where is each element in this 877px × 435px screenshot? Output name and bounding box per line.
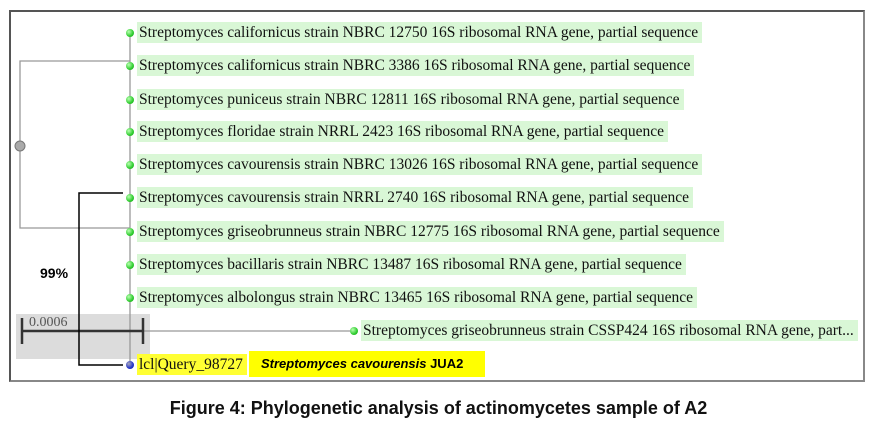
leaf-label[interactable]: Streptomyces griseobrunneus strain CSSP4… [361,320,858,341]
species-name: Streptomyces cavourensis [261,356,427,371]
query-node-icon [126,361,134,369]
scale-bar-box [16,314,150,359]
leaf-label[interactable]: Streptomyces griseobrunneus strain NBRC … [137,221,724,242]
leaf-node-icon [126,161,134,169]
scale-label: 0.0006 [29,315,68,330]
leaf-label[interactable]: Streptomyces albolongus strain NBRC 1346… [137,287,698,308]
leaf-label[interactable]: Streptomyces bacillaris strain NBRC 1348… [137,254,686,275]
leaf-label[interactable]: Streptomyces californicus strain NBRC 33… [137,55,695,76]
leaf-node-icon [126,29,134,37]
leaf-label[interactable]: Streptomyces californicus strain NBRC 12… [137,22,703,43]
leaf-label[interactable]: Streptomyces cavourensis strain NRRL 274… [137,187,694,208]
leaf-node-icon [126,62,134,70]
outer-clade-branch [19,60,130,229]
leaf-node-icon [126,294,134,302]
leaf-label[interactable]: Streptomyces puniceus strain NBRC 12811 … [137,89,684,110]
bootstrap-bracket [78,192,123,366]
leaf-node-icon [126,261,134,269]
figure-caption: Figure 4: Phylogenetic analysis of actin… [169,398,708,418]
query-label[interactable]: lcl|Query_98727 [137,354,247,375]
leaf-label[interactable]: Streptomyces floridae strain NRRL 2423 1… [137,121,669,142]
strain-name: JUA2 [426,356,464,371]
leaf-node-icon [126,228,134,236]
root-node [14,140,26,152]
leaf-node-icon [126,128,134,136]
query-species-label: Streptomyces cavourensis JUA2 [249,351,485,377]
bootstrap-value: 99% [40,265,69,281]
leaf-label[interactable]: Streptomyces cavourensis strain NBRC 130… [137,154,703,175]
leaf-node-icon [126,96,134,104]
leaf-node-icon [350,327,358,335]
leaf-node-icon [126,194,134,202]
